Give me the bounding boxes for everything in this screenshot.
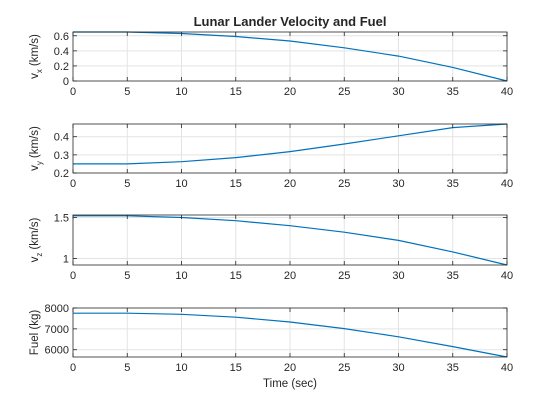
x-tick-label: 15 [230, 270, 242, 282]
y-tick-label: 0 [63, 76, 69, 88]
x-tick-label: 0 [70, 86, 76, 98]
x-tick-label: 20 [284, 362, 296, 374]
y-axis-label-unit: (km/s) [29, 34, 41, 66]
x-tick-label: 10 [175, 86, 187, 98]
series-line [73, 215, 508, 266]
y-tick-label: 6000 [45, 345, 69, 357]
x-tick-label: 35 [447, 86, 459, 98]
x-tick-label: 30 [392, 178, 404, 190]
x-tick-label: 20 [284, 86, 296, 98]
x-tick-label: 5 [124, 362, 130, 374]
subplot-4: 0 5 10 15 20 25 30 35 40 6000 7000 8000 Fuel (kg) [29, 303, 513, 374]
x-tick-label: 35 [447, 362, 459, 374]
subplot-2: 0 5 10 15 20 25 30 35 40 0.2 0.3 0.4 vy (km/s) [29, 123, 513, 190]
x-tick-label: 20 [284, 178, 296, 190]
y-tick-label: 0.6 [54, 31, 69, 43]
x-tick-label: 40 [501, 362, 513, 374]
y-axis-label-symbol: v [29, 256, 41, 262]
x-tick-label: 25 [338, 86, 350, 98]
x-tick-label: 10 [175, 178, 187, 190]
x-tick-label: 30 [392, 270, 404, 282]
x-tick-label: 10 [175, 270, 187, 282]
y-axis-label: vy (km/s) [29, 126, 44, 171]
y-tick-label: 1 [63, 253, 69, 265]
x-tick-label: 5 [124, 270, 130, 282]
y-tick-label: 1.5 [54, 212, 69, 224]
x-tick-label: 25 [338, 270, 350, 282]
y-axis-label: vz (km/s) [29, 217, 44, 262]
y-tick-label: 0.4 [54, 132, 69, 144]
series-line [73, 312, 508, 358]
x-tick-label: 40 [501, 178, 513, 190]
y-tick-label: 0.4 [54, 46, 69, 58]
y-axis-label-subscript: x [35, 69, 44, 73]
y-axis-label: Fuel (kg) [29, 310, 41, 356]
x-tick-label: 40 [501, 270, 513, 282]
y-tick-label: 7000 [45, 324, 69, 336]
x-tick-label: 25 [338, 362, 350, 374]
x-tick-label: 35 [447, 178, 459, 190]
y-axis-label-symbol: v [29, 73, 41, 79]
x-axis-label: Time (sec) [263, 378, 317, 390]
x-tick-label: 40 [501, 86, 513, 98]
x-tick-label: 35 [447, 270, 459, 282]
x-tick-label: 0 [70, 178, 76, 190]
y-axis-label-unit: (km/s) [29, 126, 41, 158]
x-tick-label: 5 [124, 178, 130, 190]
x-tick-label: 5 [124, 86, 130, 98]
x-tick-label: 0 [70, 270, 76, 282]
series-line [73, 123, 508, 165]
x-tick-label: 20 [284, 270, 296, 282]
y-tick-label: 0.2 [54, 168, 69, 180]
x-tick-label: 10 [175, 362, 187, 374]
x-tick-label: 15 [230, 86, 242, 98]
x-tick-label: 15 [230, 362, 242, 374]
y-axis-label-subscript: z [35, 253, 44, 257]
chart-title: Lunar Lander Velocity and Fuel [194, 14, 387, 29]
x-tick-label: 25 [338, 178, 350, 190]
y-axis-label-unit: (km/s) [29, 217, 41, 249]
y-tick-label: 8000 [45, 303, 69, 315]
y-axis-label-symbol: v [29, 165, 41, 171]
subplot-1: 0 5 10 15 20 25 30 35 40 0 0.2 0.4 0.6 vx (km/s) [29, 31, 513, 98]
y-tick-label: 0.2 [54, 61, 69, 73]
x-tick-label: 30 [392, 362, 404, 374]
x-tick-label: 15 [230, 178, 242, 190]
x-tick-label: 30 [392, 86, 404, 98]
y-axis-label: vx (km/s) [29, 34, 44, 79]
y-tick-label: 0.3 [54, 150, 69, 162]
series-line [73, 31, 508, 82]
y-axis-label-subscript: y [35, 161, 44, 165]
x-tick-label: 0 [70, 362, 76, 374]
subplot-3: 0 5 10 15 20 25 30 35 40 1 1.5 vz (km/s) [29, 212, 513, 282]
